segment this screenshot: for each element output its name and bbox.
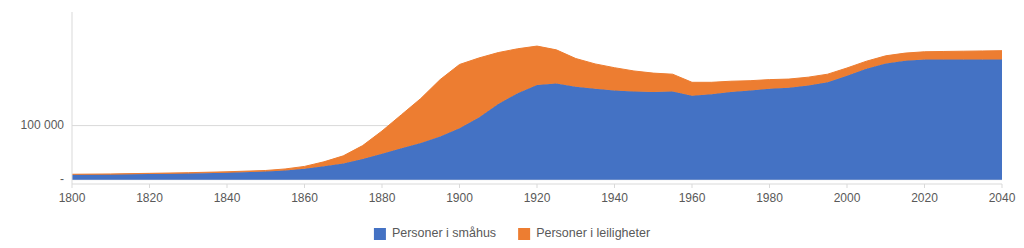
x-tick <box>149 184 150 188</box>
x-tick <box>459 184 460 188</box>
x-axis: 1800 1820 1840 1860 1880 1900 1920 1940 1960 1980… <box>59 184 1016 205</box>
area-edge <box>72 46 1002 174</box>
x-tick <box>847 184 848 188</box>
x-tick-label: 1860 <box>291 191 318 205</box>
x-tick-label: 2040 <box>989 191 1016 205</box>
x-tick <box>769 184 770 188</box>
x-tick-label: 1820 <box>136 191 163 205</box>
plot-area <box>72 46 1002 180</box>
y-tick-label: - <box>60 172 64 186</box>
legend-swatch <box>518 228 530 240</box>
x-tick <box>72 184 73 188</box>
x-tick-label: 1960 <box>679 191 706 205</box>
x-tick-label: 1900 <box>446 191 473 205</box>
x-tick-label: 1800 <box>59 191 86 205</box>
x-tick-label: 1940 <box>601 191 628 205</box>
x-tick-label: 1880 <box>369 191 396 205</box>
x-tick-label: 1980 <box>756 191 783 205</box>
x-tick <box>924 184 925 188</box>
x-tick-label: 2000 <box>834 191 861 205</box>
legend-swatch <box>374 228 386 240</box>
x-tick <box>537 184 538 188</box>
legend-label: Personer i småhus <box>392 226 496 240</box>
x-tick-label: 1840 <box>214 191 241 205</box>
x-tick <box>614 184 615 188</box>
y-tick-label: 100 000 <box>21 118 65 132</box>
area-fill <box>72 46 1002 175</box>
legend: Personer i småhus Personer i leiligheter <box>374 226 650 240</box>
x-tick <box>382 184 383 188</box>
y-axis-line <box>72 12 73 184</box>
y-tick-labels: - 100 000 <box>21 118 65 186</box>
chart: - 100 000 1800 1820 1840 1860 1880 1900 1920 1940… <box>0 0 1024 248</box>
x-tick <box>227 184 228 188</box>
x-tick <box>692 184 693 188</box>
x-tick <box>1002 184 1003 188</box>
x-tick-label: 2020 <box>911 191 938 205</box>
x-tick <box>304 184 305 188</box>
x-tick-label: 1920 <box>524 191 551 205</box>
legend-label: Personer i leiligheter <box>536 226 650 240</box>
